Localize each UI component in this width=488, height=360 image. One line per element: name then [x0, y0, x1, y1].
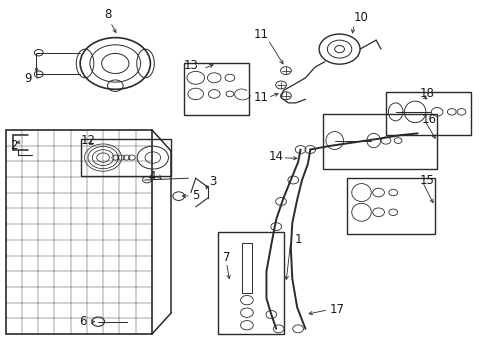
- Text: 1: 1: [294, 233, 301, 246]
- Text: 17: 17: [329, 303, 344, 316]
- Text: 3: 3: [209, 175, 216, 188]
- Bar: [5, 130, 152, 334]
- Text: 6: 6: [79, 315, 86, 328]
- Text: 4: 4: [148, 170, 155, 183]
- Bar: [346, 178, 434, 234]
- Bar: [81, 139, 171, 176]
- Text: 13: 13: [183, 59, 198, 72]
- Bar: [217, 232, 283, 334]
- Text: 8: 8: [104, 8, 111, 21]
- Bar: [242, 243, 251, 293]
- Text: 16: 16: [421, 113, 435, 126]
- Text: 11: 11: [254, 91, 268, 104]
- Text: 15: 15: [419, 174, 434, 186]
- Text: 11: 11: [254, 28, 268, 41]
- Text: 9: 9: [24, 72, 31, 85]
- Text: 5: 5: [192, 189, 199, 202]
- Text: 7: 7: [222, 251, 230, 264]
- Text: 18: 18: [419, 87, 434, 100]
- Text: 12: 12: [81, 134, 96, 147]
- Text: 2: 2: [11, 139, 18, 152]
- Text: 14: 14: [268, 150, 283, 163]
- Bar: [183, 63, 249, 116]
- Text: 10: 10: [353, 12, 368, 24]
- Bar: [385, 92, 470, 135]
- Bar: [322, 114, 436, 169]
